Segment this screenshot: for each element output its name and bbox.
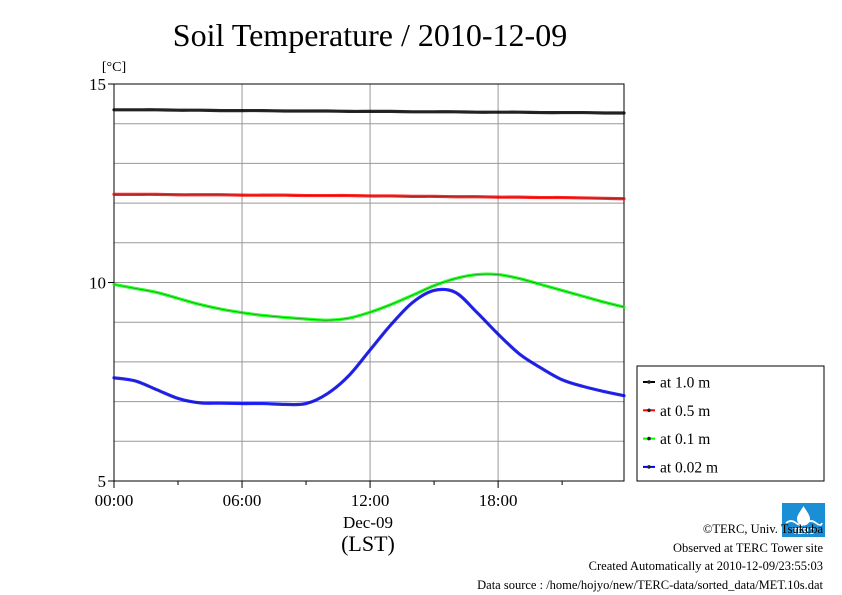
chart-title: Soil Temperature / 2010-12-09 bbox=[173, 17, 567, 53]
x-date-label: Dec-09 bbox=[343, 513, 393, 532]
legend-marker bbox=[647, 436, 651, 441]
series-core-line bbox=[114, 194, 625, 200]
legend-marker bbox=[647, 408, 651, 413]
series-group bbox=[112, 108, 626, 407]
x-tick-label: 00:00 bbox=[95, 491, 134, 510]
legend-marker bbox=[647, 380, 651, 384]
series-core-line bbox=[113, 289, 625, 405]
y-tick-label: 15 bbox=[89, 75, 106, 94]
series-core-line bbox=[113, 109, 625, 114]
observed-text: Observed at TERC Tower site bbox=[672, 540, 823, 555]
series-line-at-0-1-m bbox=[112, 272, 626, 322]
x-tick-label: 06:00 bbox=[223, 491, 262, 510]
x-tick-label: 18:00 bbox=[479, 491, 518, 510]
y-axis-label: [°C] bbox=[102, 60, 126, 75]
source-text: Data source : /home/hojyo/new/TERC-data/… bbox=[477, 577, 823, 592]
legend-label: at 1.0 m bbox=[660, 375, 710, 392]
terc-logo: TERC bbox=[782, 503, 825, 537]
series-line-at-0-02-m bbox=[112, 287, 626, 407]
logo-text: TERC bbox=[793, 527, 815, 536]
y-tick-label: 5 bbox=[98, 472, 107, 491]
x-axis-label: (LST) bbox=[341, 531, 395, 556]
y-axis: 5 10 15 bbox=[89, 75, 114, 491]
created-text: Created Automatically at 2010-12-09/23:5… bbox=[588, 559, 823, 573]
y-tick-label: 10 bbox=[89, 274, 106, 293]
legend-label: at 0.1 m bbox=[660, 431, 710, 448]
copyright-text: ©TERC, Univ. Tsukuba bbox=[702, 522, 823, 536]
legend-box bbox=[636, 365, 825, 482]
grid bbox=[114, 84, 624, 481]
credits: ©TERC, Univ. Tsukuba Observed at TERC To… bbox=[477, 520, 823, 594]
legend-label: at 0.02 m bbox=[660, 459, 718, 476]
legend-marker bbox=[647, 465, 651, 469]
legend-label: at 0.5 m bbox=[660, 403, 710, 420]
x-axis: 00:00 06:00 12:00 18:00 bbox=[95, 481, 563, 510]
x-tick-label: 12:00 bbox=[351, 491, 390, 510]
series-core-line bbox=[113, 273, 625, 321]
legend: at 1.0 m at 0.5 m at 0.1 m at 0.02 m bbox=[636, 365, 825, 482]
